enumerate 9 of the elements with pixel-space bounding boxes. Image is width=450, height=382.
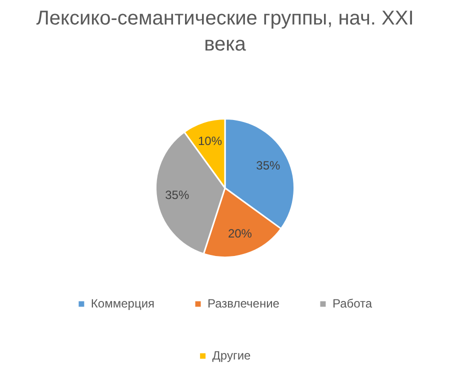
chart-title: Лексико-семантические группы, нач. XXI века: [36, 8, 414, 56]
legend-label: Коммерция: [90, 296, 155, 310]
legend-label: Работа: [332, 296, 372, 310]
data-label: 35%: [165, 188, 190, 202]
data-label: 10%: [198, 134, 222, 148]
data-label: 35%: [256, 158, 281, 172]
legend-label: Развлечение: [208, 296, 280, 310]
data-label: 20%: [228, 226, 252, 240]
legend-label: Другие: [212, 348, 252, 362]
